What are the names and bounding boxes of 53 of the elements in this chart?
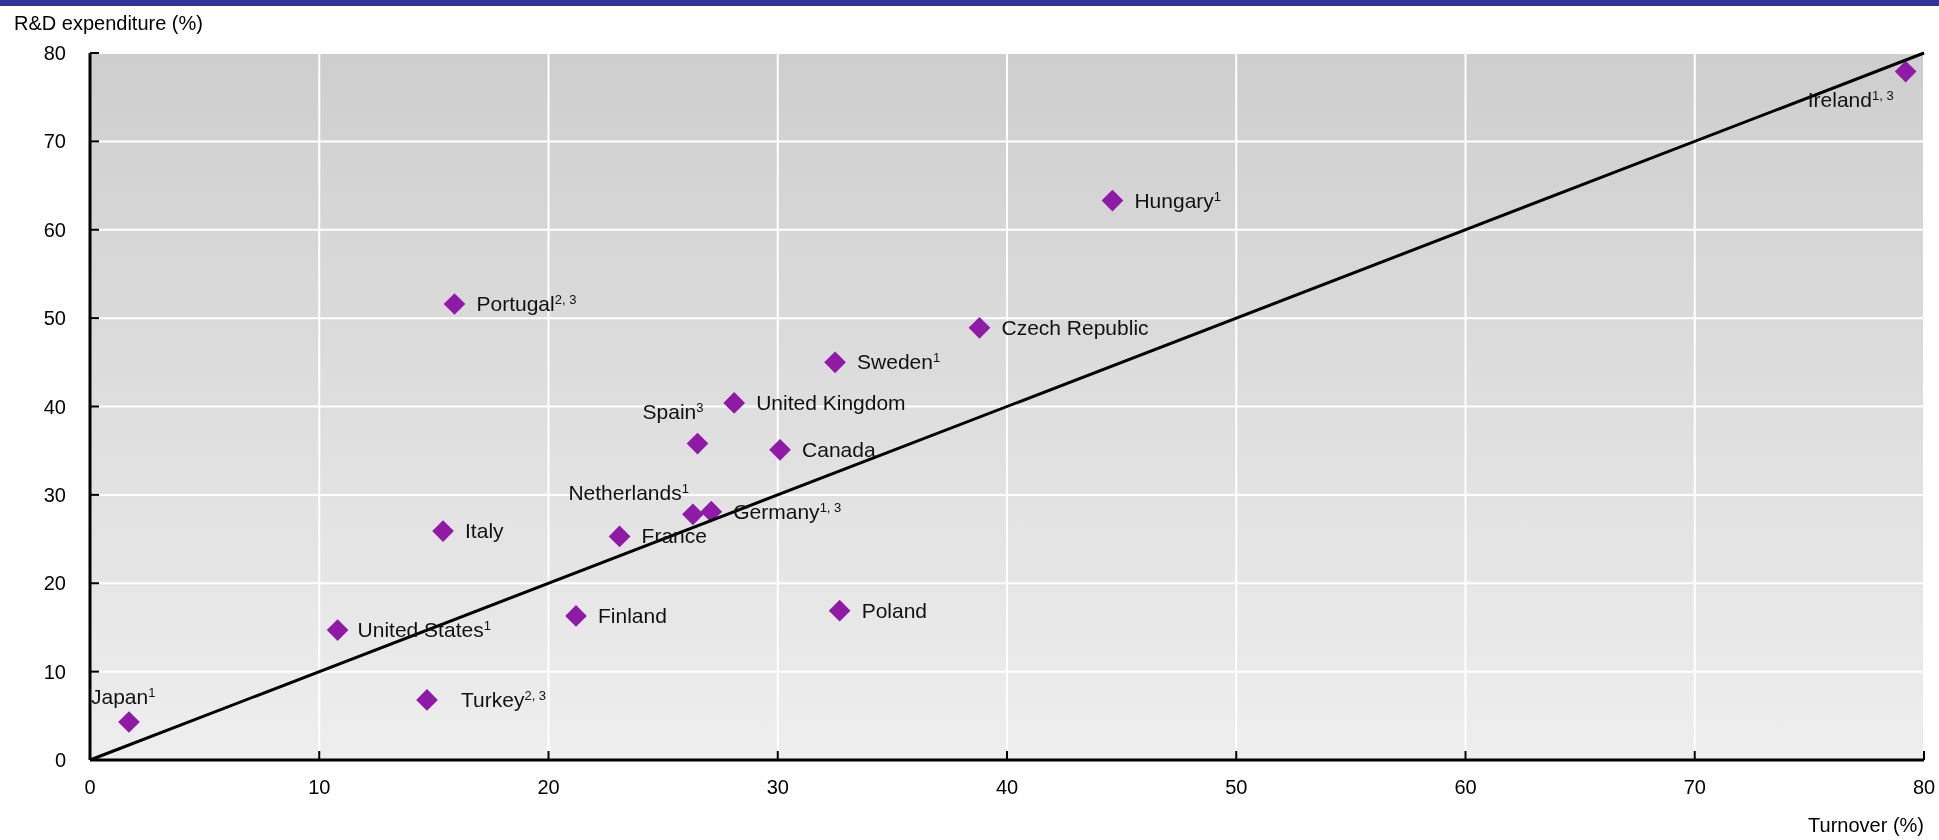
annotation: Sweden$^{1}$ [857, 349, 941, 374]
point [968, 317, 991, 339]
x-tick-label: 30 [766, 776, 789, 798]
x-tick-label: 10 [308, 776, 331, 798]
point [1894, 60, 1917, 83]
point [608, 525, 631, 548]
x-tick-label: 20 [537, 776, 560, 798]
x-tick-label: 0 [84, 776, 96, 798]
x-tick-label: 50 [1225, 776, 1248, 798]
annotation: Poland [861, 598, 928, 622]
x-axis-title: Turnover (%) [1808, 814, 1924, 836]
y-tick-label: 60 [43, 218, 66, 241]
annotation: Finland [598, 603, 667, 627]
point [118, 711, 140, 733]
point [769, 438, 791, 461]
point [700, 500, 723, 523]
y-tick-label: 80 [43, 42, 66, 64]
point [326, 619, 349, 641]
annotation: Netherlands$^{1}$ [568, 480, 689, 505]
y-tick-label: 20 [43, 572, 66, 595]
annotation: Canada [802, 437, 876, 461]
annotation: Ireland$^{1, 3}$ [1807, 87, 1894, 111]
y-tick-label: 30 [43, 483, 66, 506]
point [828, 599, 851, 622]
point [565, 605, 587, 627]
y-axis-title: R&D expenditure (%) [14, 12, 203, 34]
point [686, 432, 709, 455]
x-tick-label: 60 [1454, 776, 1477, 798]
y-tick-label: 70 [43, 130, 66, 153]
x-tick-label: 40 [995, 776, 1019, 798]
point [432, 520, 454, 542]
x-tick-label: 70 [1683, 776, 1706, 798]
annotation: Germany$^{1, 3}$ [733, 499, 842, 523]
point [824, 351, 846, 374]
annotation: United States$^{1}$ [357, 617, 491, 642]
y-tick-label: 50 [43, 307, 66, 330]
y-tick-label: 10 [43, 660, 66, 683]
annotation: Portugal$^{2, 3}$ [476, 291, 577, 315]
point [682, 503, 704, 526]
annotation: Czech Republic [1001, 315, 1149, 339]
point [1101, 189, 1124, 212]
y-tick-label: 40 [43, 395, 66, 418]
point [416, 689, 438, 711]
annotation: Turkey$^{2, 3}$ [461, 687, 547, 711]
annotation: Japan$^{1}$ [90, 684, 156, 708]
annotation: Spain$^{3}$ [642, 399, 704, 423]
annotation: Italy [465, 519, 505, 543]
x-tick-label: 80 [1912, 776, 1936, 798]
point [723, 392, 746, 414]
annotation: Hungary$^{1}$ [1134, 188, 1222, 212]
annotation: United Kingdom [756, 390, 906, 414]
y-tick-label: 0 [54, 749, 66, 771]
point [443, 293, 466, 315]
